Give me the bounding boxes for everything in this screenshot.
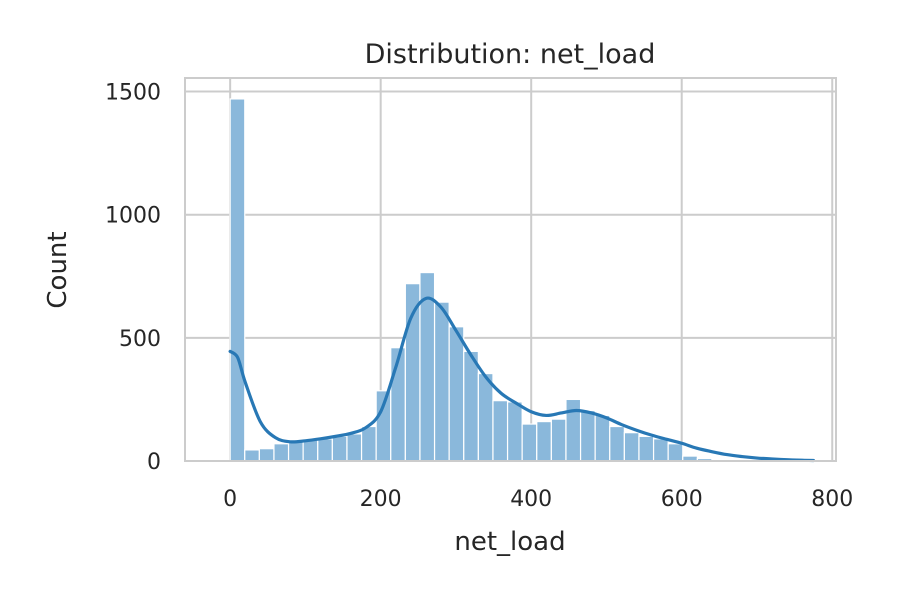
kde-line	[228, 296, 816, 463]
histogram-bar	[287, 440, 304, 462]
x-axis-label: net_load	[454, 527, 565, 557]
y-axis-label: Count	[43, 231, 73, 308]
histogram-bar	[638, 435, 655, 462]
y-tick-label: 500	[119, 327, 161, 352]
histogram-bar	[579, 409, 596, 462]
x-tick-label: 600	[661, 487, 703, 512]
histogram-bar	[448, 326, 465, 462]
histogram-bar	[521, 423, 538, 462]
histogram-bar	[317, 438, 333, 462]
histogram-bar	[667, 443, 684, 462]
histogram-bar	[652, 438, 669, 462]
histogram-bar	[550, 418, 567, 462]
histogram-bar	[331, 435, 348, 462]
histogram-bar	[273, 443, 290, 462]
histogram-bar	[506, 401, 523, 462]
plot-frame	[184, 77, 837, 462]
histogram-bar	[346, 433, 363, 462]
x-tick-label: 0	[223, 487, 237, 512]
y-tick-label: 1000	[105, 204, 161, 229]
y-tick-label: 1500	[105, 81, 161, 106]
histogram-bar	[492, 400, 509, 462]
x-tick-label: 800	[811, 487, 853, 512]
histogram-bar	[404, 283, 421, 462]
y-tick-labels: 0 500 1000 1500	[105, 81, 161, 475]
histogram-bar	[477, 372, 494, 462]
histogram-bar	[258, 448, 275, 462]
histogram-bar	[244, 449, 260, 462]
histogram-bar	[229, 98, 246, 462]
histogram-bar	[302, 439, 319, 462]
chart-title: Distribution: net_load	[365, 39, 656, 70]
histogram-bar	[609, 425, 625, 462]
plot-background	[185, 78, 836, 461]
x-tick-labels: 0 200 400 600 800	[223, 487, 853, 512]
histogram-bar	[463, 350, 479, 462]
histogram-bar	[594, 414, 611, 462]
y-tick-label: 0	[147, 450, 161, 475]
histogram-bar	[623, 432, 640, 462]
histogram-bar	[433, 301, 450, 462]
histogram-bar	[360, 425, 377, 462]
x-tick-label: 200	[360, 487, 402, 512]
histogram-bar	[536, 420, 552, 462]
histogram-bar	[565, 398, 582, 462]
x-tick-label: 400	[510, 487, 552, 512]
